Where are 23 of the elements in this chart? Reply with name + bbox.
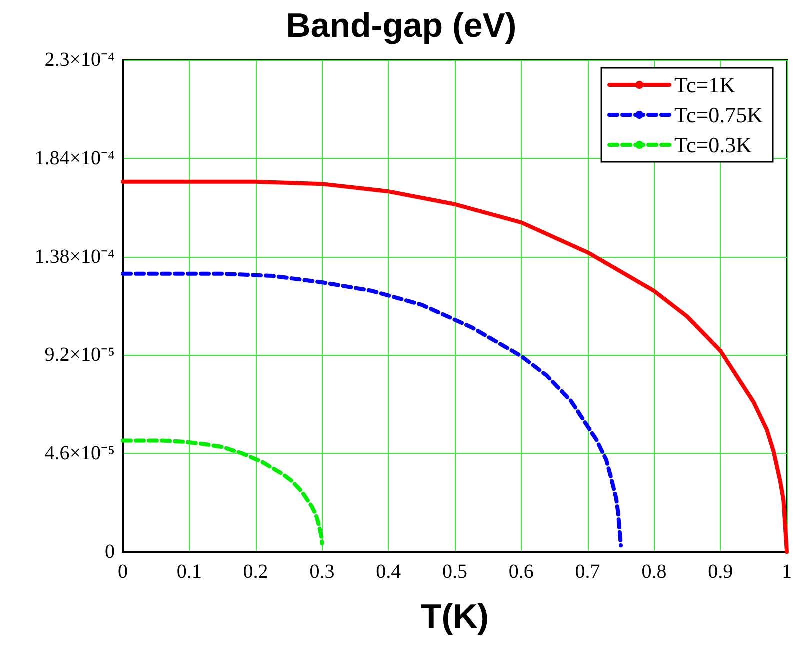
y-tick-label: 9.2×10⁻⁵ [44, 344, 115, 366]
x-tick-label: 0.6 [508, 561, 534, 583]
x-tick-label: 0.5 [442, 561, 468, 583]
y-tick-label: 2.3×10⁻⁴ [44, 49, 116, 71]
line-series [121, 272, 623, 548]
y-tick-label: 4.6×10⁻⁵ [44, 442, 115, 465]
x-tick-label: 0.3 [310, 561, 335, 583]
x-tick-label: 0.7 [575, 561, 600, 583]
chart-title: Band-gap (eV) [286, 7, 517, 45]
x-tick-label: 0.9 [708, 561, 734, 583]
x-tick-label: 0.8 [642, 561, 667, 583]
x-tick-label: 0.2 [243, 561, 268, 583]
line-series [121, 438, 324, 546]
y-tick-label: 1.38×10⁻⁴ [34, 246, 116, 268]
y-tick-label: 0 [105, 541, 115, 563]
x-tick-label: 0.1 [176, 561, 202, 583]
legend-label: Tc=0.75K [674, 102, 764, 128]
x-axis-title: T(K) [421, 598, 489, 636]
legend-label: Tc=1K [674, 72, 736, 98]
y-tick-label: 1.84×10⁻⁴ [34, 147, 116, 170]
x-tick-label: 1 [782, 561, 792, 583]
legend-label: Tc=0.3K [674, 132, 752, 158]
x-tick-label: 0.4 [376, 561, 402, 583]
